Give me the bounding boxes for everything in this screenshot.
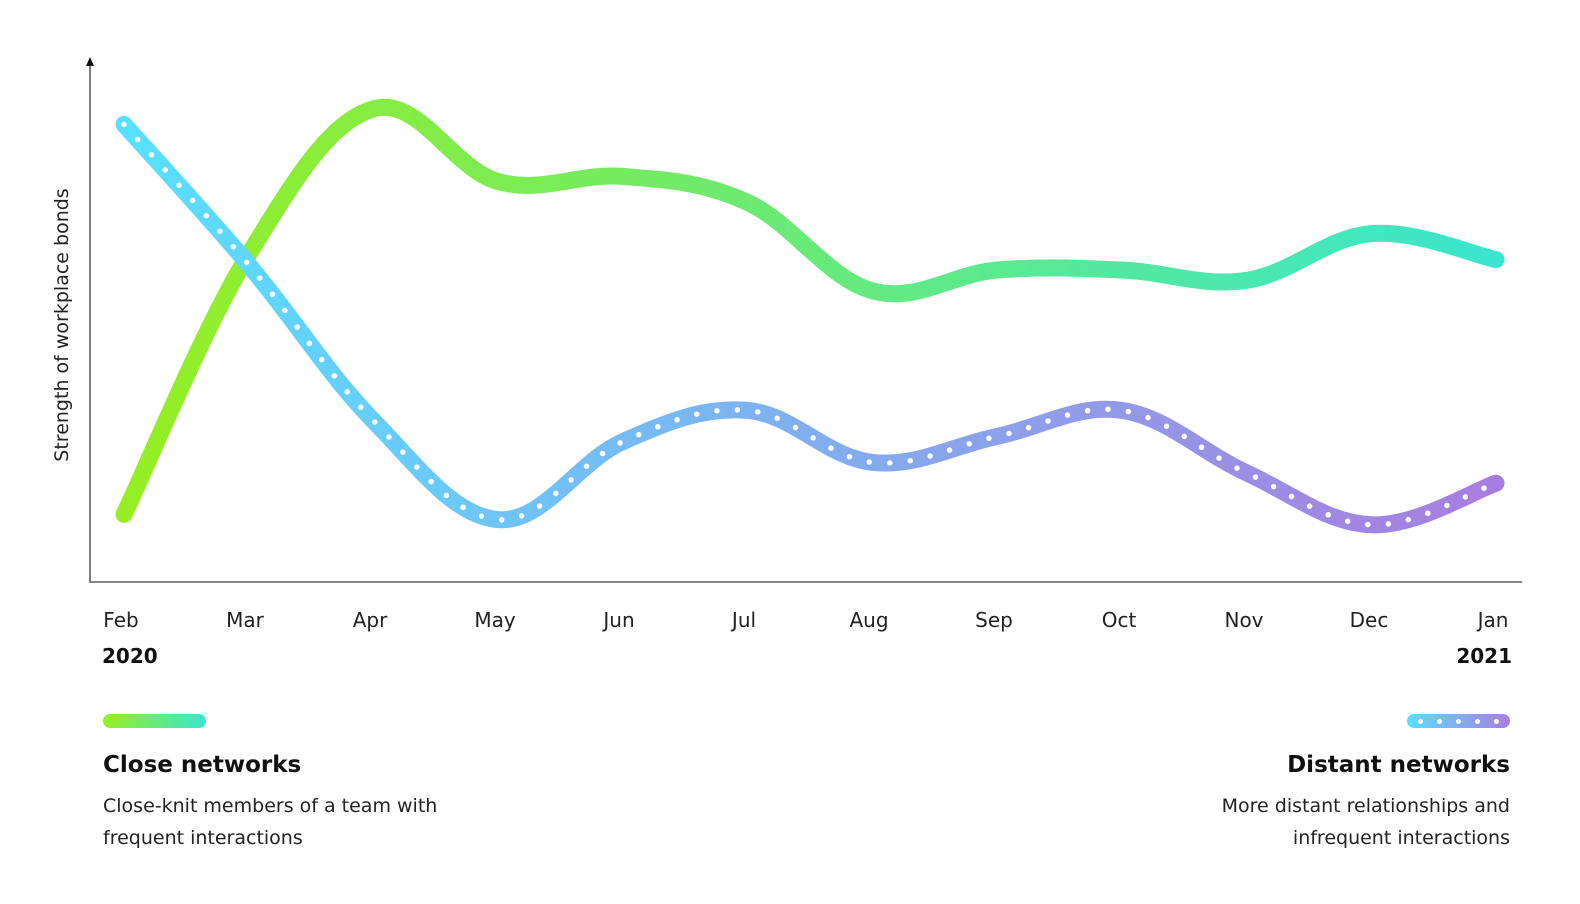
y-axis [86, 57, 94, 583]
tick-label-nov: Nov [1224, 608, 1264, 632]
tick-label-dec: Dec [1349, 608, 1389, 632]
tick-label-jul: Jul [731, 608, 757, 632]
series-distant-networks-dots [121, 121, 1499, 528]
legend-desc-line: Close-knit members of a team with [103, 795, 438, 817]
legend-title-distant: Distant networks [1287, 752, 1510, 778]
tick-label-sep: Sep [975, 608, 1013, 632]
series-close-networks [115, 98, 1505, 523]
legend-desc-line: More distant relationships and [1221, 795, 1510, 817]
dotted-pattern-icon [1407, 714, 1510, 728]
legend-description-distant: More distant relationships and infrequen… [1222, 790, 1510, 854]
legend-swatch-distant [1407, 714, 1510, 728]
legend-distant-networks: Distant networks More distant relationsh… [1222, 714, 1510, 854]
tick-label-jan: Jan [1477, 608, 1509, 632]
year-label-end: 2021 [1456, 644, 1512, 668]
y-axis-label: Strength of workplace bonds [51, 188, 73, 462]
tick-label-apr: Apr [352, 608, 388, 632]
legend-close-networks: Close networks Close-knit members of a t… [103, 714, 437, 854]
legend-description-close: Close-knit members of a team with freque… [103, 790, 437, 854]
year-label-start: 2020 [102, 644, 158, 668]
tick-label-jun: Jun [603, 608, 635, 632]
tick-label-oct: Oct [1101, 608, 1137, 632]
tick-label-may: May [474, 608, 516, 632]
tick-label-aug: Aug [849, 608, 889, 632]
tick-label-mar: Mar [226, 608, 264, 632]
series-distant-networks [115, 115, 1505, 534]
axis-arrow-icon [86, 57, 94, 66]
legend-swatch-close [103, 714, 206, 728]
legend-title-close: Close networks [103, 752, 302, 778]
legend-desc-line: infrequent interactions [1292, 827, 1510, 849]
legend-desc-line: frequent interactions [103, 827, 303, 849]
tick-label-feb: Feb [103, 608, 139, 632]
